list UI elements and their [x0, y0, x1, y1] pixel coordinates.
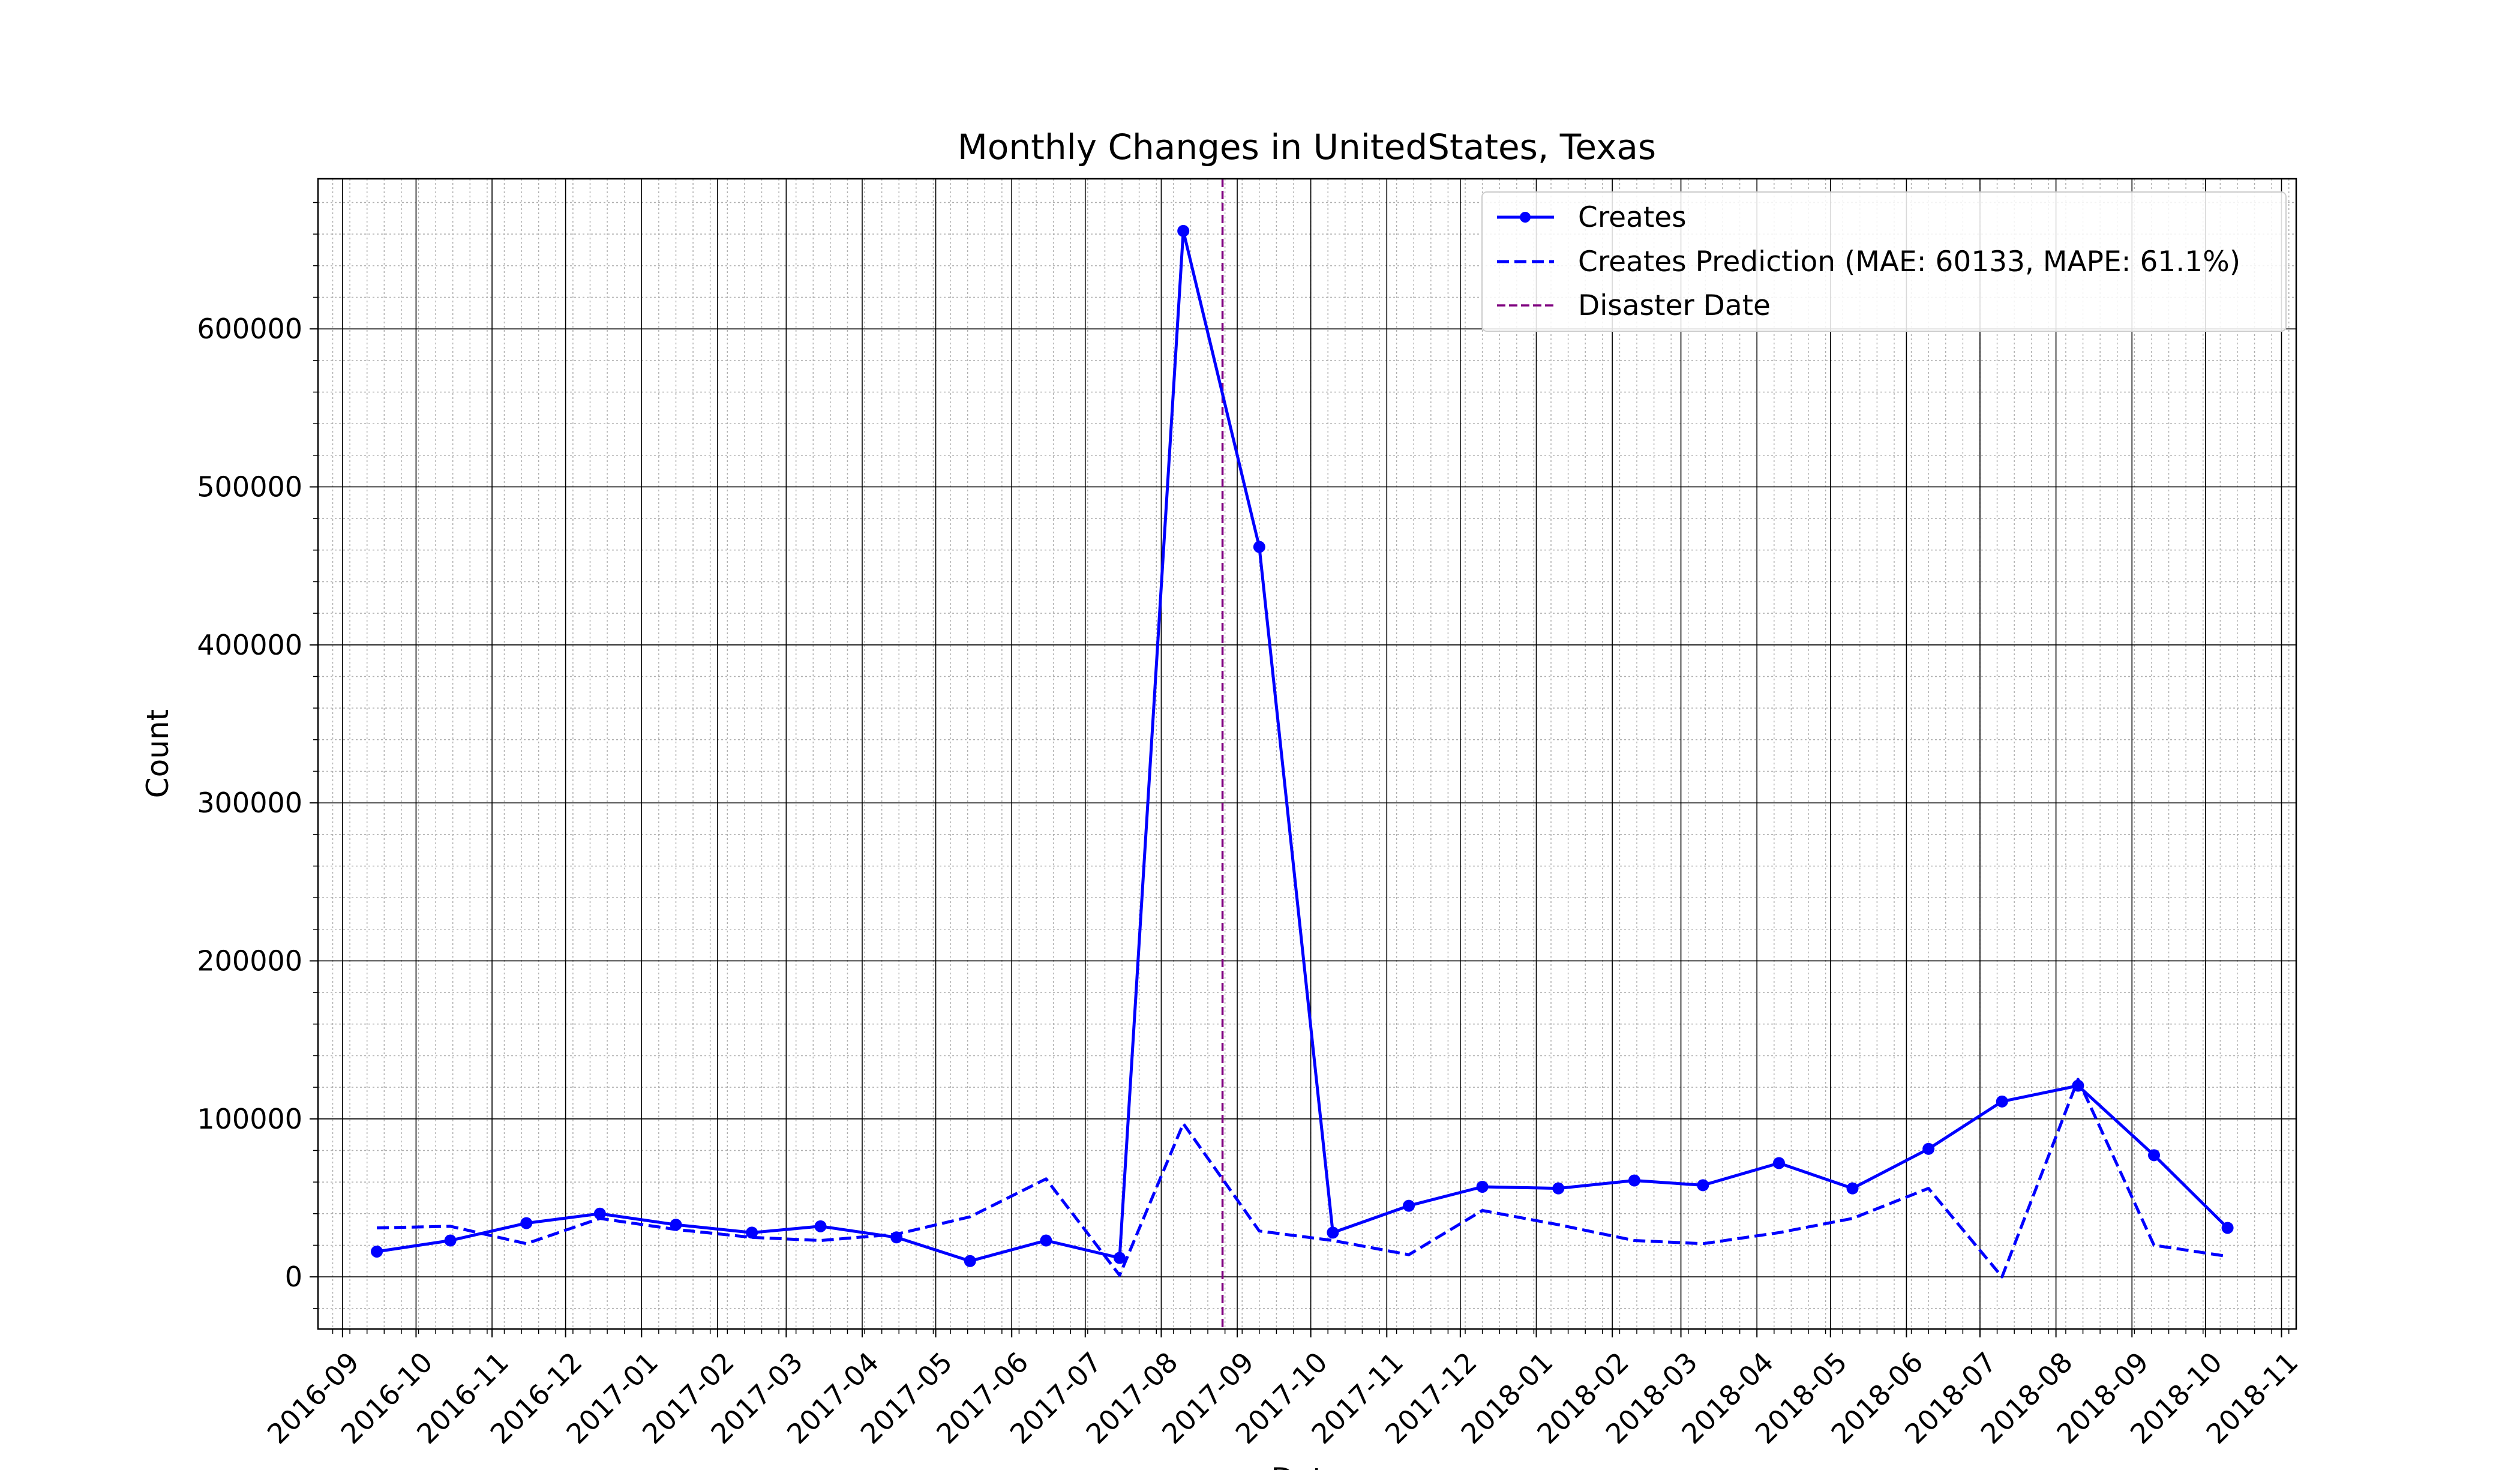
data-point-creates: [1040, 1234, 1052, 1247]
legend-disaster-label: Disaster Date: [1578, 289, 1771, 322]
legend-prediction-label: Creates Prediction (MAE: 60133, MAPE: 61…: [1578, 245, 2240, 278]
data-point-creates: [1697, 1179, 1709, 1192]
legend-creates-marker: [1520, 212, 1531, 223]
y-tick-label: 0: [285, 1261, 302, 1293]
legend-box: [1481, 191, 2287, 332]
data-point-creates: [1996, 1095, 2008, 1108]
y-tick-label: 600000: [197, 313, 302, 345]
data-point-creates: [1628, 1174, 1640, 1187]
y-tick-label: 200000: [197, 944, 302, 977]
data-point-creates: [593, 1207, 606, 1220]
y-tick-label: 400000: [197, 629, 302, 661]
data-point-creates: [1846, 1182, 1859, 1195]
data-point-creates: [2072, 1079, 2084, 1092]
y-axis-title: Count: [140, 709, 175, 799]
data-point-creates: [1772, 1157, 1785, 1169]
y-tick-label: 300000: [197, 787, 302, 819]
data-point-creates: [371, 1245, 383, 1258]
data-point-creates: [2148, 1149, 2161, 1162]
minor-grid: [318, 179, 2296, 1329]
series-line-creates: [376, 229, 2229, 1263]
data-point-creates: [670, 1219, 682, 1231]
y-axis: 0 100000 200000 300000 400000 500000 600000: [197, 202, 318, 1309]
plot-frame: [317, 178, 2297, 1330]
y-tick-label: 100000: [197, 1103, 302, 1135]
data-point-creates: [814, 1220, 827, 1232]
data-point-creates: [890, 1231, 903, 1244]
data-point-creates: [1922, 1142, 1935, 1155]
chart-title: Monthly Changes in UnitedStates, Texas: [958, 127, 1656, 167]
x-axis-title: Date: [1271, 1462, 1343, 1470]
data-point-creates: [1253, 541, 1265, 553]
series-line-creates-prediction: [377, 1078, 2228, 1279]
data-point-creates: [444, 1234, 457, 1247]
plot-area: [318, 179, 2296, 1329]
major-grid: [318, 179, 2296, 1329]
data-point-creates: [1113, 1252, 1126, 1264]
data-point-creates: [2221, 1222, 2234, 1234]
data-point-creates: [1476, 1181, 1489, 1193]
data-point-creates: [1177, 224, 1190, 237]
legend: Creates Creates Prediction (MAE: 60133, …: [1481, 191, 2287, 332]
data-point-creates: [1552, 1182, 1565, 1195]
data-point-creates: [964, 1255, 976, 1267]
series-layer: [371, 224, 2234, 1279]
y-tick-label: 500000: [197, 470, 302, 503]
legend-creates-label: Creates: [1578, 201, 1687, 234]
data-point-creates: [746, 1226, 758, 1239]
data-point-creates: [1403, 1199, 1415, 1212]
data-point-creates: [520, 1217, 533, 1229]
data-point-creates: [1327, 1226, 1339, 1239]
